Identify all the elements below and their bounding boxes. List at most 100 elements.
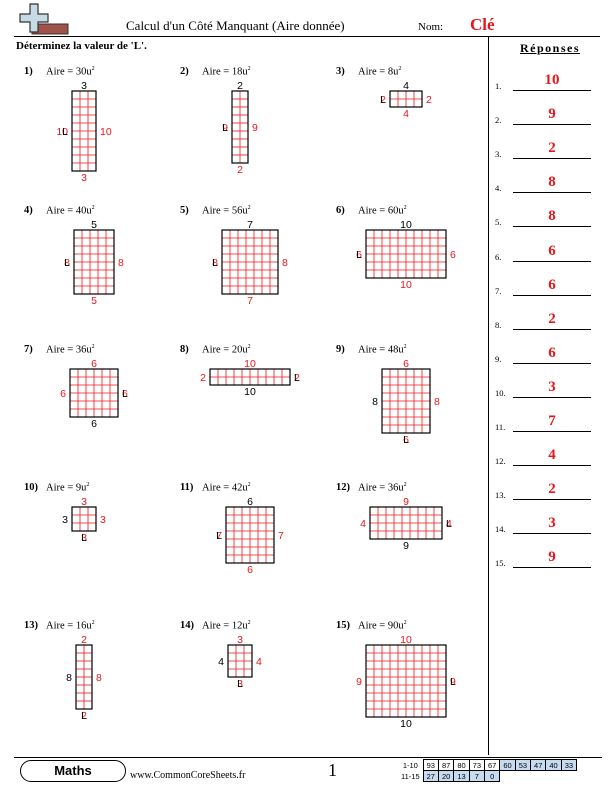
top-side-label: 10 [244,358,256,370]
answer-line [513,192,591,194]
brand-badge: Maths [20,760,126,782]
left-side-label: 8 [212,257,218,269]
score-cell: 80 [453,759,470,771]
missing-side-marker: L [81,710,87,722]
rectangle-outline [75,644,93,710]
rectangle-figure: 667 7L [216,496,284,576]
bottom-side-label: 7 [247,295,253,307]
missing-side-marker: L [64,257,70,269]
site-url: www.CommonCoreSheets.fr [130,770,246,781]
rectangle-outline [221,229,279,295]
score-table: 1-10 93 87 80 73 67 60 53 47 40 33 11-15 27 20 13 7 0 [398,759,578,782]
missing-side-marker: L [216,530,222,542]
left-side-label: 9 [356,676,362,688]
score-cell: 20 [437,770,455,782]
rectangle-figure: 2 2 8 8 L [66,634,102,722]
area-text: Aire = 36u [358,482,404,494]
area-text: Aire = 16u [46,620,92,632]
missing-side-marker: L [446,518,452,530]
problem-area: Aire = 36u2 [358,482,407,494]
answer-number: 2. [495,115,502,126]
right-side-label: 4 [446,518,452,530]
rectangle-outline [225,506,275,564]
bottom-side-label: 6 [247,564,253,576]
rectangle-outline [209,368,291,386]
top-side-label: 2 [237,80,243,92]
score-cell: 93 [422,759,439,771]
answer-value: 7 [548,413,556,429]
answer-column-divider [488,37,489,755]
top-side-label: 4 [403,80,409,92]
problem-number: 9) [336,344,345,355]
bottom-side-label: 3 [81,532,87,544]
score-cell: 27 [422,770,439,782]
area-exponent: 2 [247,482,251,488]
answer-value: 8 [548,208,556,225]
answer-line [513,328,591,330]
rectangle-figure: 558 8L [64,219,124,307]
missing-side-marker: L [62,126,68,138]
answer-row: 12. 4 [495,447,595,468]
rectangle-figure: 229 9L [222,80,258,176]
bottom-side-label: 3 [81,172,87,184]
answer-number: 3. [495,149,502,160]
problem-number: 6) [336,205,345,216]
area-exponent: 2 [247,66,251,72]
rectangle-outline [227,644,253,678]
top-side-label: 3 [81,80,87,92]
bottom-side-label: 6 [403,434,409,446]
top-side-label: 9 [403,496,409,508]
problem-number: 4) [24,205,33,216]
answer-line [513,362,591,364]
answer-number: 12. [495,456,506,467]
rectangle-figure: 994 4L [360,496,452,552]
answer-row: 2. 9 [495,106,595,127]
answer-row: 14. 3 [495,515,595,536]
rectangle-outline [73,229,115,295]
area-text: Aire = 20u [202,344,248,356]
area-text: Aire = 18u [202,66,248,78]
area-exponent: 2 [403,205,407,211]
answer-number: 6. [495,251,502,262]
answer-row: 1. 10 [495,72,595,93]
bottom-side-label: 10 [400,279,412,291]
left-side-label: 4 [218,656,224,668]
score-cell: 67 [484,759,501,771]
area-exponent: 2 [247,620,251,626]
problem-number: 8) [180,344,189,355]
answer-row: 4. 8 [495,174,595,195]
answer-row: 9. 6 [495,345,595,366]
left-side-label: 4 [360,518,366,530]
rectangle-figure: 666 6L [60,358,128,430]
answer-value: 9 [548,549,556,566]
score-cell: 0 [484,770,501,782]
rectangle-figure: 442 2L [380,80,432,120]
area-text: Aire = 8u [358,66,399,78]
area-text: Aire = 36u [46,344,92,356]
top-side-label: 3 [237,634,243,646]
answer-row: 11. 7 [495,413,595,434]
answer-value: 3 [548,515,556,532]
problem-area: Aire = 42u2 [202,482,251,494]
area-text: Aire = 9u [46,482,87,494]
rectangle-figure: 6 6 8 8 L [372,358,440,446]
answer-row: 7. 6 [495,277,595,298]
left-side-label: 6 [356,249,362,261]
area-text: Aire = 12u [202,620,248,632]
missing-side-marker: L [380,94,386,106]
missing-side-marker: L [81,532,87,544]
area-text: Aire = 42u [202,482,248,494]
right-side-label: 6 [122,388,128,400]
left-side-label: 2 [380,94,386,106]
top-side-label: 2 [81,634,87,646]
top-side-label: 6 [247,496,253,508]
area-exponent: 2 [91,66,95,72]
bottom-side-label: 10 [400,718,412,730]
score-cell: 53 [514,759,532,771]
problem-area: Aire = 90u2 [358,620,407,632]
score-cell: 73 [468,759,486,771]
answer-number: 10. [495,387,506,398]
left-side-label: 8 [66,672,72,684]
left-side-label: 3 [62,514,68,526]
